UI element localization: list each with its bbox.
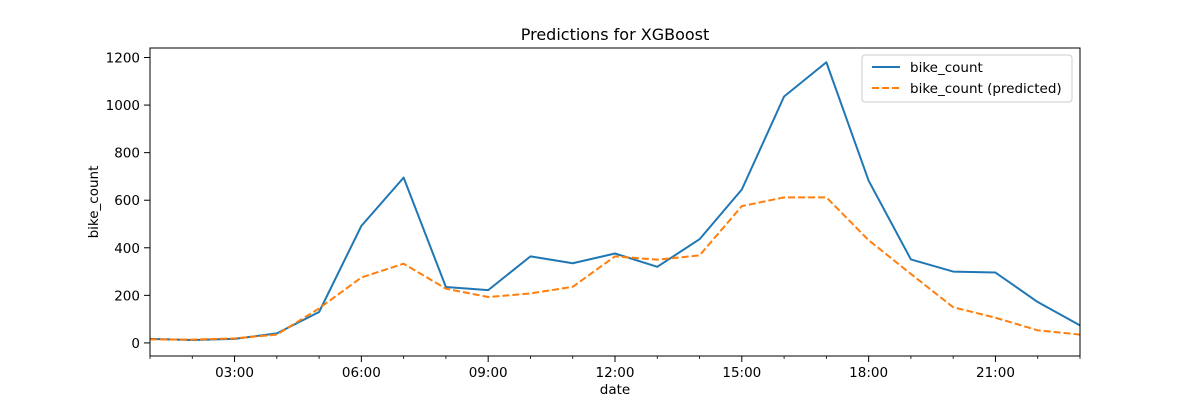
legend-label-0: bike_count: [910, 60, 983, 76]
y-axis: 0 200 400 600 800 1000 1200: [106, 51, 150, 352]
legend-label-1: bike_count (predicted): [910, 81, 1062, 97]
x-tick-label: 21:00: [976, 365, 1015, 381]
series-line-1: [149, 196, 1081, 341]
y-axis-label: bike_count: [86, 166, 102, 239]
y-tick-label: 600: [114, 193, 140, 209]
x-tick-label: 03:00: [215, 365, 254, 381]
x-tick-label: 18:00: [849, 365, 888, 381]
x-tick-label: 12:00: [596, 365, 635, 381]
y-tick-label: 0: [131, 336, 140, 352]
x-tick-label: 15:00: [722, 365, 761, 381]
y-tick-label: 1000: [106, 98, 140, 114]
x-axis: 03:00 06:00 09:00 12:00 15:00 18:00 21:00: [149, 356, 1081, 381]
x-axis-label: date: [600, 382, 630, 398]
x-tick-label: 09:00: [469, 365, 508, 381]
chart-title: Predictions for XGBoost: [521, 25, 710, 44]
series-line-0: [149, 61, 1081, 342]
y-tick-label: 200: [114, 288, 140, 304]
y-tick-label: 1200: [106, 51, 140, 67]
legend: bike_count bike_count (predicted): [861, 54, 1073, 103]
legend-box: [861, 54, 1073, 103]
y-tick-label: 800: [114, 146, 140, 162]
y-tick-label: 400: [114, 241, 140, 257]
x-tick-label: 06:00: [342, 365, 381, 381]
